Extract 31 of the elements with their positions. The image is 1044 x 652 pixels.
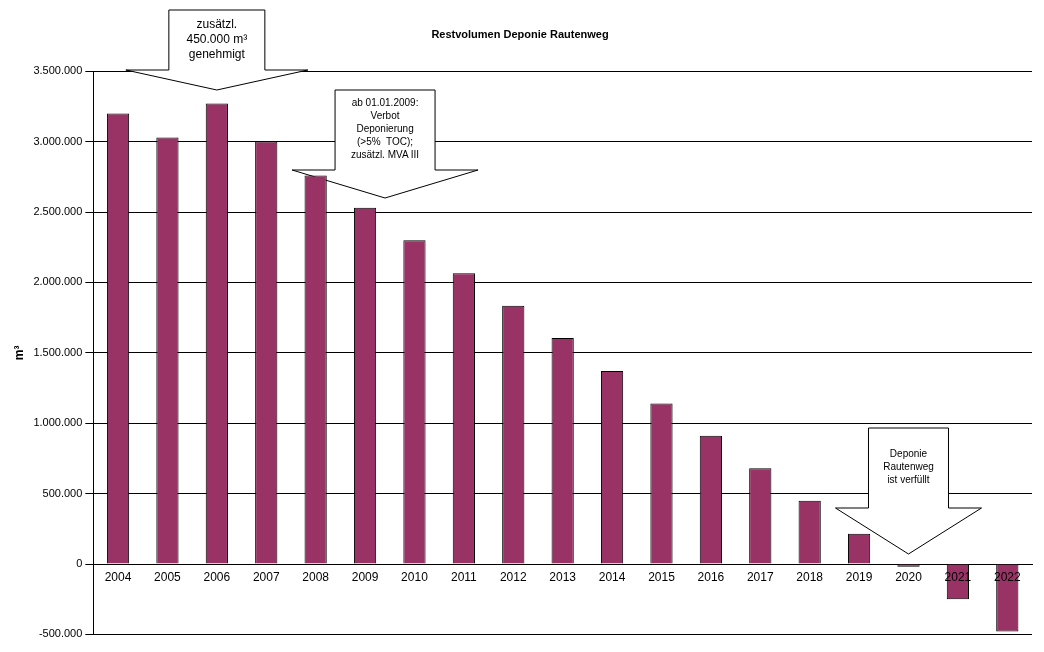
chart-title: Restvolumen Deponie Rautenweg <box>431 27 609 40</box>
text: zusätzl. 450.000 m³ genehmigt <box>186 16 248 61</box>
x-tick-label: 2019 <box>845 570 873 585</box>
y-tick-label: 1.000.000 <box>33 416 83 429</box>
y-tick-label: 2.500.000 <box>33 205 83 218</box>
x-tick-label: 2011 <box>450 570 478 585</box>
x-tick-label: 2018 <box>796 570 824 585</box>
y-tick-label: 3.000.000 <box>33 134 83 147</box>
x-tick-label: 2008 <box>302 570 330 585</box>
x-tick-label: 2020 <box>895 570 923 585</box>
annotation: ab 01.01.2009: Verbot Deponierung (>5% TOC); zusätzl. MVA III <box>350 97 420 161</box>
x-tick-label: 2009 <box>351 570 379 585</box>
annotation: Deponie Rautenweg ist verfüllt <box>883 448 934 486</box>
x-tick-label: 2006 <box>203 570 231 585</box>
y-tick-label: 1.500.000 <box>33 345 83 358</box>
y-axis-title: m³ <box>11 345 26 361</box>
y-tick-label: 0 <box>76 557 83 570</box>
y-tick-label: 3.500.000 <box>33 64 83 77</box>
x-tick-label: 2010 <box>401 570 429 585</box>
x-tick-label: 2005 <box>154 570 182 585</box>
x-tick-label: 2016 <box>697 570 725 585</box>
x-tick-label: 2017 <box>746 570 774 585</box>
y-tick-label: 500.000 <box>42 486 83 499</box>
x-tick-label: 2015 <box>648 570 676 585</box>
x-tick-label: 2013 <box>549 570 577 585</box>
y-tick-label: 2.000.000 <box>33 275 83 288</box>
x-tick-label: 2007 <box>252 570 280 585</box>
x-tick-label: 2004 <box>104 570 132 585</box>
x-tick-label: 2012 <box>499 570 527 585</box>
x-tick-label: 2014 <box>598 570 626 585</box>
y-tick-label: -500.000 <box>38 627 83 640</box>
